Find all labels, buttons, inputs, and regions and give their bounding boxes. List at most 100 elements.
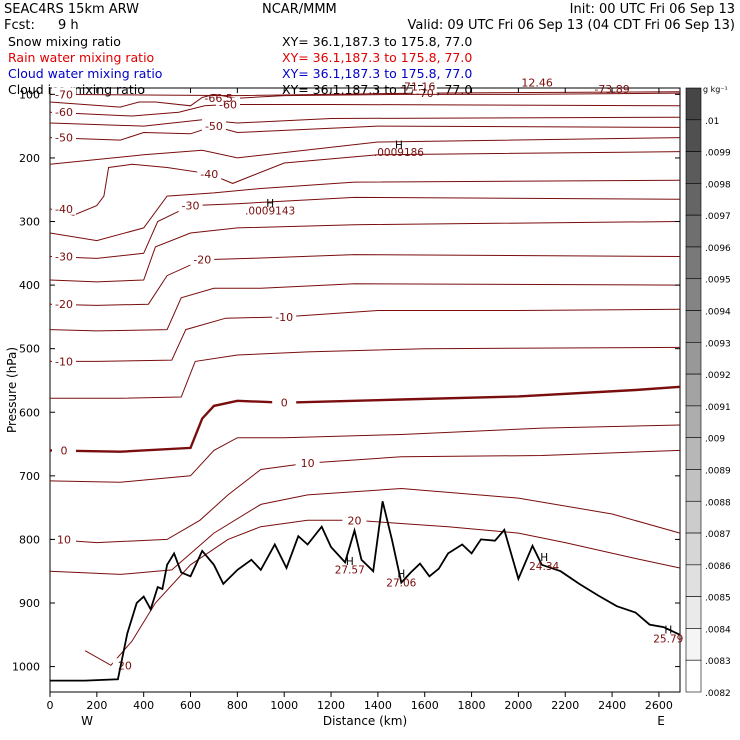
contour-line-m50 (49, 125, 681, 141)
colorbar-segment (685, 151, 702, 184)
contour-label-bg (178, 198, 203, 212)
colorbar-label: .0085 (705, 594, 731, 604)
colorbar-segment (685, 469, 702, 502)
contour-line-m60 (49, 104, 681, 117)
contour-line-m70 (49, 91, 681, 97)
contour-label: -20 (55, 298, 73, 311)
colorbar-segment (685, 342, 702, 375)
x-tick-label: 2000 (504, 699, 532, 712)
colorbar-segment (685, 437, 702, 470)
x-tick-label: 1600 (411, 699, 439, 712)
contour-label: -40 (55, 203, 73, 216)
x-tick-label: 800 (227, 699, 248, 712)
contour-label-bg (52, 443, 76, 457)
contour-line-m25 (49, 221, 681, 283)
contour-label-bg (52, 201, 76, 215)
contour-label-bg (52, 297, 76, 311)
extremum-annotation: .0009143 (245, 206, 295, 218)
x-tick-label: 2200 (551, 699, 579, 712)
field-label: Cloud water mixing ratio (8, 66, 162, 81)
x-tick-label: 2400 (598, 699, 626, 712)
extremum-annotation: 27.06 (386, 577, 416, 589)
contour-label-bg (52, 354, 76, 368)
colorbar-segment (685, 119, 702, 152)
contour-line-m45 (49, 137, 681, 165)
extremum-annotation: 24.34 (529, 561, 559, 573)
colorbar-segment (685, 87, 702, 121)
contour-line-m35 (49, 179, 681, 242)
extremum-annotation: H (346, 556, 354, 568)
terrain-line (50, 501, 681, 682)
colorbar-segment (685, 564, 702, 597)
contour-label-bg (342, 513, 367, 527)
contour-line-m40 (49, 151, 681, 216)
x-tick-label: 1200 (317, 699, 345, 712)
valid-time: Valid: 09 UTC Fri 06 Sep 13 (04 CDT Fri … (408, 18, 735, 33)
contour-label: 0 (61, 444, 68, 457)
y-tick-label: 800 (19, 533, 40, 546)
extremum-annotation: 27.57 (335, 565, 365, 577)
fcst-value: 9 h (58, 18, 79, 33)
colorbar-segment (685, 659, 702, 693)
fcst-label: Fcst: (4, 18, 35, 33)
colorbar-segment (685, 310, 702, 343)
contour-label-bg (197, 166, 222, 180)
y-tick-label: 500 (19, 343, 40, 356)
extremum-annotation: H (540, 552, 548, 564)
contour-label: 20 (347, 514, 361, 527)
colorbar-segment (685, 628, 702, 661)
contour-label: -10 (55, 355, 73, 368)
contour-label-bg (52, 87, 76, 101)
contour-label: -50 (55, 132, 73, 145)
extremum-annotation: 25.79 (653, 633, 683, 645)
extremum-annotation: .0009186 (374, 147, 424, 159)
y-axis-label: Pressure (hPa) (5, 347, 19, 433)
colorbar-label: .0098 (705, 180, 731, 190)
extremum-annotation: H (664, 625, 672, 637)
contour-label: 0 (281, 397, 288, 410)
org-label: NCAR/MMM (262, 2, 337, 17)
colorbar-label: .0087 (705, 530, 731, 540)
contour-label: -30 (55, 250, 73, 263)
y-tick-label: 100 (19, 88, 40, 101)
contour-label: -60 (55, 106, 73, 119)
contour-line-m10 (50, 308, 681, 362)
top-contour-label: 12.46 (521, 77, 553, 90)
contour-label: -10 (275, 311, 293, 324)
contour-line-15 (49, 487, 681, 575)
contour-line-5 (49, 424, 681, 483)
field-label: Cloud ice mixing ratio (8, 82, 145, 97)
y-tick-label: 700 (19, 470, 40, 483)
x-tick-label: 400 (133, 699, 154, 712)
y-tick-label: 300 (19, 216, 40, 229)
colorbar-unit: g kg⁻¹ (703, 85, 728, 94)
contour-label: 10 (57, 533, 71, 546)
x-tick-label: 0 (47, 699, 54, 712)
field-label: Rain water mixing ratio (8, 50, 154, 65)
title: SEAC4RS 15km ARW (4, 2, 139, 17)
field-xy: XY= 36.1,187.3 to 175.8, 77.0 (282, 34, 472, 49)
contour-line-m65 (49, 92, 681, 108)
contour-label: -50 (205, 120, 223, 133)
colorbar-label: .0097 (705, 212, 731, 222)
contour-label: -60 (219, 99, 237, 112)
colorbar-segment (685, 246, 702, 280)
x-tick-label: 1000 (270, 699, 298, 712)
extremum-annotation: H (266, 198, 274, 210)
colorbar-label: .0088 (705, 498, 731, 508)
colorbar-segment (685, 500, 702, 534)
contour-line-m20 (49, 254, 681, 306)
colorbar-label: .01 (705, 117, 719, 127)
field-label: Snow mixing ratio (8, 34, 121, 49)
contour-label-bg (295, 456, 320, 470)
plot-frame (49, 87, 681, 693)
contour-label: -20 (193, 254, 211, 267)
y-tick-label: 400 (19, 279, 40, 292)
west-label: W (81, 714, 93, 728)
colorbar-label: .0092 (705, 371, 731, 381)
colorbar-label: .0099 (705, 149, 731, 159)
x-axis-label: Distance (km) (323, 714, 407, 728)
contour-label-bg (215, 97, 240, 111)
colorbar-label: .0096 (705, 244, 731, 254)
